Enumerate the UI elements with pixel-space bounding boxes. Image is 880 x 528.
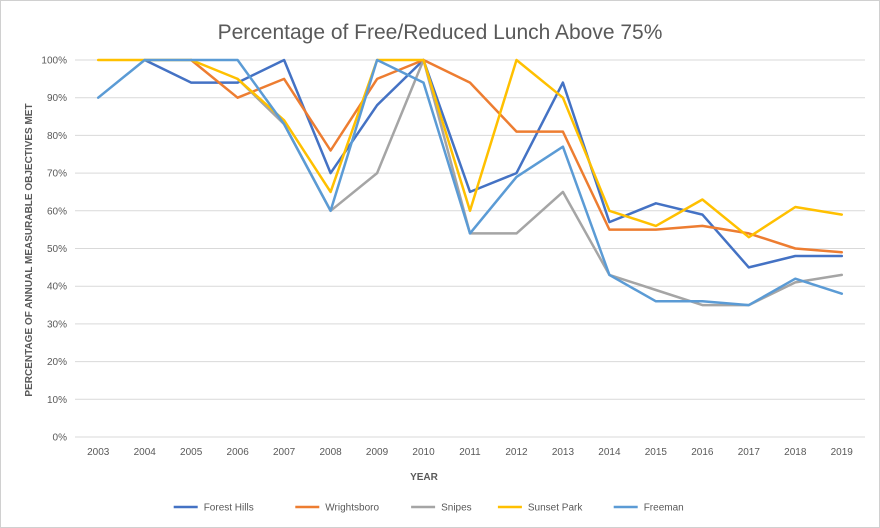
x-tick-label: 2016 <box>691 447 714 458</box>
chart-title: Percentage of Free/Reduced Lunch Above 7… <box>218 21 663 44</box>
x-tick-label: 2018 <box>784 447 807 458</box>
x-tick-label: 2010 <box>412 447 435 458</box>
legend-label-forest-hills: Forest Hills <box>204 503 254 514</box>
x-tick-label: 2013 <box>552 447 575 458</box>
y-tick-label: 30% <box>47 319 67 330</box>
x-axis-ticks: 2003 2004 2005 2006 2007 2008 2009 2010 2011 2012… <box>87 447 853 458</box>
x-tick-label: 2014 <box>598 447 621 458</box>
x-tick-label: 2006 <box>227 447 250 458</box>
series-lines <box>96 58 844 307</box>
y-tick-label: 50% <box>47 244 67 255</box>
legend-label-freeman: Freeman <box>644 503 684 514</box>
y-tick-label: 60% <box>47 206 67 217</box>
x-tick-label: 2004 <box>134 447 157 458</box>
legend-label-snipes: Snipes <box>441 503 472 514</box>
x-tick-label: 2011 <box>459 447 481 458</box>
x-tick-label: 2005 <box>180 447 203 458</box>
y-tick-label: 90% <box>47 93 67 104</box>
y-tick-label: 0% <box>53 433 68 444</box>
y-axis-title: PERCENTAGE OF ANNUAL MEASURABLE OBJECTIV… <box>24 103 35 396</box>
x-tick-label: 2003 <box>87 447 110 458</box>
y-tick-label: 20% <box>47 357 67 368</box>
y-tick-label: 100% <box>41 56 67 67</box>
series-line-wrightsboro <box>189 58 844 254</box>
x-tick-label: 2007 <box>273 447 296 458</box>
x-tick-label: 2019 <box>831 447 854 458</box>
gridlines <box>75 59 865 438</box>
x-tick-label: 2012 <box>505 447 528 458</box>
y-tick-label: 40% <box>47 282 67 293</box>
y-tick-label: 10% <box>47 395 67 406</box>
x-tick-label: 2009 <box>366 447 389 458</box>
series-line-snipes <box>236 58 844 307</box>
y-axis-ticks: 0% 10% 20% 30% 40% 50% 60% 70% 80% 90% 100% <box>41 56 67 444</box>
x-axis-title: YEAR <box>410 472 439 483</box>
x-tick-label: 2015 <box>645 447 668 458</box>
y-tick-label: 80% <box>47 131 67 142</box>
legend-label-sunset-park: Sunset Park <box>528 503 583 514</box>
series-line-freeman <box>96 58 844 307</box>
legend: Forest Hills Wrightsboro Snipes Sunset Park… <box>173 503 684 514</box>
x-tick-label: 2017 <box>738 447 761 458</box>
series-line-sunset-park <box>96 58 844 239</box>
x-tick-label: 2008 <box>319 447 342 458</box>
y-tick-label: 70% <box>47 169 67 180</box>
legend-label-wrightsboro: Wrightsboro <box>325 503 379 514</box>
series-line-forest-hills <box>143 58 844 269</box>
